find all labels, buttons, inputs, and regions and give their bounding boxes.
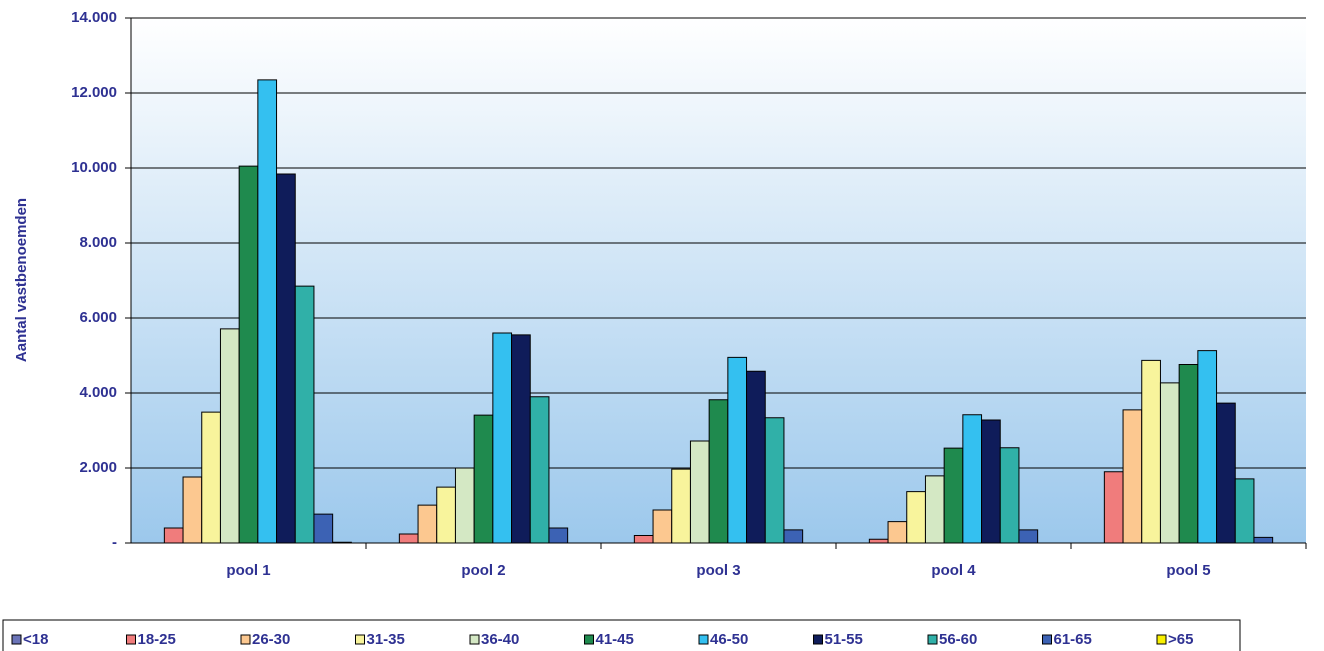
y-axis-label: Aantal vastbenoemden: [13, 198, 30, 362]
bar: [962, 414, 983, 544]
x-tick-label: pool 1: [226, 562, 270, 579]
y-tick-label: 10.000: [71, 159, 117, 176]
legend-marker: [126, 634, 136, 645]
bar: [182, 476, 203, 544]
bar: [708, 399, 729, 544]
bar: [276, 173, 296, 544]
bar: [943, 447, 964, 544]
legend-marker: [240, 634, 251, 645]
bar: [398, 533, 419, 544]
bar: [238, 165, 259, 544]
bar: [1216, 402, 1236, 544]
bar: [1159, 382, 1180, 544]
y-tick-label: 12.000: [71, 84, 117, 101]
y-tick-label: 8.000: [79, 234, 117, 251]
bar: [436, 486, 456, 544]
bar: [1122, 409, 1143, 544]
legend: [2, 619, 1241, 651]
x-tick-label: pool 3: [696, 562, 740, 579]
legend-label: 36-40: [481, 631, 519, 648]
legend-label: 46-50: [710, 631, 748, 648]
legend-label: >65: [1168, 631, 1193, 648]
bar: [1141, 359, 1161, 544]
bar: [1103, 471, 1124, 544]
bar: [1197, 350, 1218, 544]
bar: [906, 491, 926, 544]
legend-marker: [11, 634, 22, 645]
y-tick-label: -: [112, 534, 117, 551]
bar: [548, 527, 569, 544]
bar: [1253, 536, 1274, 544]
bar: [417, 504, 438, 544]
legend-label: 61-65: [1054, 631, 1092, 648]
bar: [201, 411, 221, 544]
legend-label: 18-25: [138, 631, 176, 648]
bar: [783, 529, 804, 544]
legend-marker: [1042, 634, 1052, 645]
bar: [764, 417, 785, 544]
legend-label: <18: [23, 631, 48, 648]
x-tick-label: pool 4: [931, 562, 976, 579]
y-tick-label: 2.000: [79, 459, 117, 476]
legend-marker: [927, 634, 938, 645]
x-tick-label: pool 5: [1166, 562, 1210, 579]
legend-marker: [469, 634, 480, 645]
bar: [727, 356, 748, 544]
bar: [633, 535, 654, 544]
y-tick-label: 14.000: [71, 9, 117, 26]
bar: [313, 513, 334, 544]
bar: [924, 475, 945, 544]
bar: [257, 79, 278, 544]
bar: [454, 467, 475, 544]
bar: [689, 440, 710, 544]
bar: [163, 527, 184, 544]
legend-label: 41-45: [596, 631, 634, 648]
legend-marker: [813, 634, 823, 645]
bar: [868, 538, 889, 544]
legend-label: 51-55: [825, 631, 863, 648]
bar: [887, 521, 908, 544]
legend-marker: [584, 634, 594, 645]
legend-marker: [698, 634, 709, 645]
bar: [652, 509, 673, 544]
x-tick-label: pool 2: [461, 562, 505, 579]
bar: [294, 285, 315, 544]
bar: [1178, 364, 1199, 544]
legend-label: 26-30: [252, 631, 290, 648]
bar: [492, 332, 513, 544]
bar: [999, 447, 1020, 544]
legend-label: 56-60: [939, 631, 977, 648]
bar: [511, 334, 531, 544]
bar: [1234, 478, 1255, 544]
bar: [1018, 529, 1039, 544]
bar: [746, 370, 766, 544]
legend-marker: [1156, 634, 1167, 645]
legend-label: 31-35: [367, 631, 405, 648]
legend-marker: [355, 634, 365, 645]
bar: [529, 396, 550, 544]
bar: [671, 468, 691, 544]
bar: [981, 419, 1001, 544]
y-tick-label: 6.000: [79, 309, 117, 326]
y-tick-label: 4.000: [79, 384, 117, 401]
bar: [219, 328, 240, 544]
bar: [473, 414, 494, 544]
